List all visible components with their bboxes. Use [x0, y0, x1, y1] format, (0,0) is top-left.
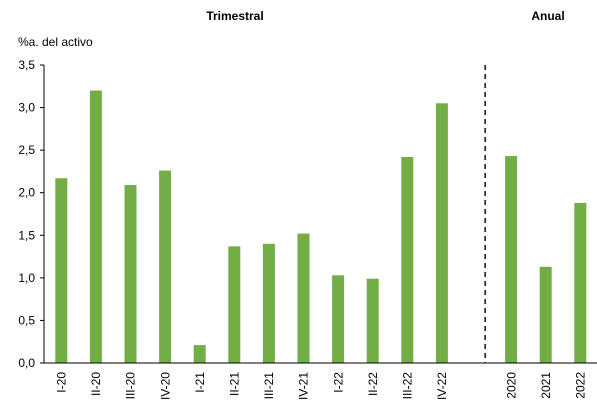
y-tick-label: 1,0 [18, 271, 35, 285]
bar [159, 170, 172, 363]
x-tick-label: II-20 [89, 372, 103, 396]
x-tick-label: III-22 [401, 372, 415, 400]
x-tick-label: 2021 [539, 372, 553, 399]
x-tick-label: 2022 [574, 372, 588, 399]
y-axis-unit-label: %a. del activo [18, 35, 93, 49]
panel-title-anual: Anual [531, 9, 564, 23]
x-tick-label: IV-21 [297, 372, 311, 400]
x-tick-label: IV-20 [158, 372, 172, 400]
y-tick-label: 0,5 [18, 313, 35, 327]
bar [505, 156, 518, 363]
bar [297, 233, 310, 363]
bar [228, 246, 241, 363]
panel-title-trimestral: Trimestral [206, 9, 263, 23]
x-tick-label: II-21 [228, 372, 242, 396]
bar [262, 243, 275, 363]
bar [193, 345, 206, 363]
bar [435, 103, 448, 364]
bar [332, 275, 345, 363]
x-tick-label: II-22 [366, 372, 380, 396]
bar [55, 178, 68, 363]
x-tick-label: I-20 [55, 372, 69, 393]
y-tick-label: 2,5 [18, 143, 35, 157]
y-tick-label: 3,0 [18, 101, 35, 115]
bar [539, 266, 552, 363]
x-tick-label: 2020 [504, 372, 518, 399]
x-tick-label: I-22 [331, 372, 345, 393]
bar [366, 278, 379, 363]
bar [401, 156, 414, 363]
y-tick-label: 3,5 [18, 58, 35, 72]
x-tick-label: III-21 [262, 372, 276, 400]
x-tick-label: I-21 [193, 372, 207, 393]
bar [89, 90, 102, 364]
x-tick-label: III-20 [124, 372, 138, 400]
y-tick-label: 2,0 [18, 186, 35, 200]
x-tick-label: IV-22 [435, 372, 449, 400]
y-tick-label: 1,5 [18, 228, 35, 242]
bar [574, 202, 587, 363]
y-tick-label: 0,0 [18, 356, 35, 370]
bar [124, 185, 137, 363]
